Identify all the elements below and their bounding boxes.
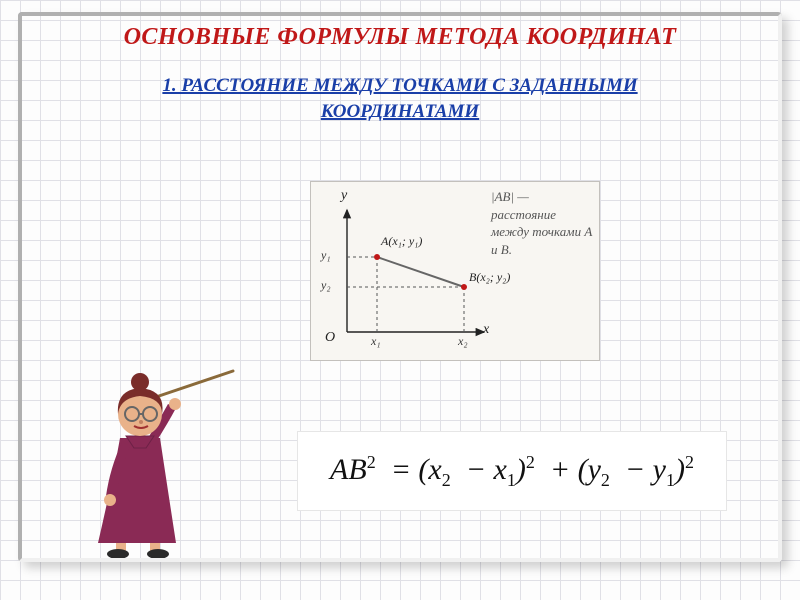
x1-tick: x₁ xyxy=(371,334,381,349)
y2-tick: y₂ xyxy=(321,278,331,293)
subtitle-line1: 1. РАССТОЯНИЕ МЕЖДУ ТОЧКАМИ С ЗАДАННЫМИ xyxy=(162,75,637,96)
slide-title: ОСНОВНЫЕ ФОРМУЛЫ МЕТОДА КООРДИНАТ xyxy=(22,24,778,51)
y1-tick: y₁ xyxy=(321,248,331,263)
distance-formula: AB2 = (x2 − x1)2 + (y2 − y1)2 xyxy=(330,452,694,491)
axis-x-label: x xyxy=(483,322,489,338)
point-b-label: B(x₂; y₂) xyxy=(469,270,510,285)
formula-lhs-base: AB xyxy=(330,453,367,486)
diagram-caption: |AB| — расстояние между точками A и B. xyxy=(491,188,593,258)
diagram-box: |AB| — расстояние между точками A и B. y xyxy=(310,181,600,361)
origin-label: O xyxy=(325,330,335,346)
section-heading: 1. РАССТОЯНИЕ МЕЖДУ ТОЧКАМИ С ЗАДАННЫМИ … xyxy=(22,73,778,124)
axis-y-label: y xyxy=(341,188,347,204)
slide-frame: ОСНОВНЫЕ ФОРМУЛЫ МЕТОДА КООРДИНАТ 1. РАС… xyxy=(18,12,782,562)
subtitle-line2: КООРДИНАТАМИ xyxy=(321,101,479,122)
coordinate-graph xyxy=(319,202,489,352)
teacher-illustration xyxy=(58,368,248,558)
point-a-label: A(x₁; y₁) xyxy=(381,234,422,249)
formula-box: AB2 = (x2 − x1)2 + (y2 − y1)2 xyxy=(297,431,727,511)
x2-tick: x₂ xyxy=(458,334,468,349)
formula-lhs-exp: 2 xyxy=(367,452,376,472)
